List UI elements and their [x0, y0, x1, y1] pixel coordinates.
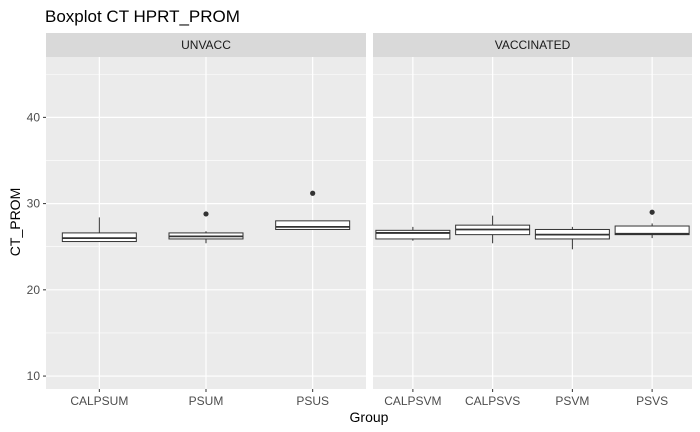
box-psvm	[534, 226, 610, 250]
facet-strip-label: VACCINATED	[495, 38, 571, 52]
facet-strip	[46, 33, 366, 57]
panel-background	[373, 57, 692, 389]
box-iqr	[375, 229, 451, 240]
x-tick-label: CALPSVM	[384, 394, 441, 408]
box-psum	[168, 211, 244, 244]
facet-panel-unvacc: UNVACC CALPSUM PSUM PSUS	[46, 33, 366, 408]
y-tick-label: 30	[27, 197, 41, 211]
outlier-point	[649, 209, 655, 215]
x-tick-label: PSUS	[296, 394, 329, 408]
x-tick-label: CALPSUM	[70, 394, 128, 408]
x-tick-label: PSVS	[636, 394, 668, 408]
outlier-point	[310, 190, 316, 196]
box-calpsvm	[375, 226, 451, 241]
facet-strip-label: UNVACC	[181, 38, 231, 52]
box-psus	[275, 190, 351, 230]
facet-strip	[373, 33, 692, 57]
outlier-point	[203, 211, 209, 217]
y-tick-label: 10	[27, 369, 41, 383]
y-tick-label: 20	[27, 283, 41, 297]
x-tick-label: PSUM	[189, 394, 224, 408]
box-psvs	[614, 209, 690, 239]
x-axis-title: Group	[350, 409, 389, 425]
box-calpsvs	[455, 215, 531, 244]
y-tick-label: 40	[27, 110, 41, 124]
y-axis-title: CT_PROM	[7, 188, 23, 256]
box-iqr	[275, 220, 351, 230]
plot-layer: 10 20 30 40 UNVACC CALPSUM PSUM PSUS VACCINATED C…	[27, 33, 692, 408]
x-tick-label: PSVM	[555, 394, 589, 408]
x-tick-label: CALPSVS	[465, 394, 520, 408]
chart-title: Boxplot CT HPRT_PROM	[45, 7, 240, 26]
facet-panel-vaccinated: VACCINATED CALPSVM CALPSVS PSVM PSVS	[373, 33, 692, 408]
box-calpsum	[61, 217, 137, 243]
